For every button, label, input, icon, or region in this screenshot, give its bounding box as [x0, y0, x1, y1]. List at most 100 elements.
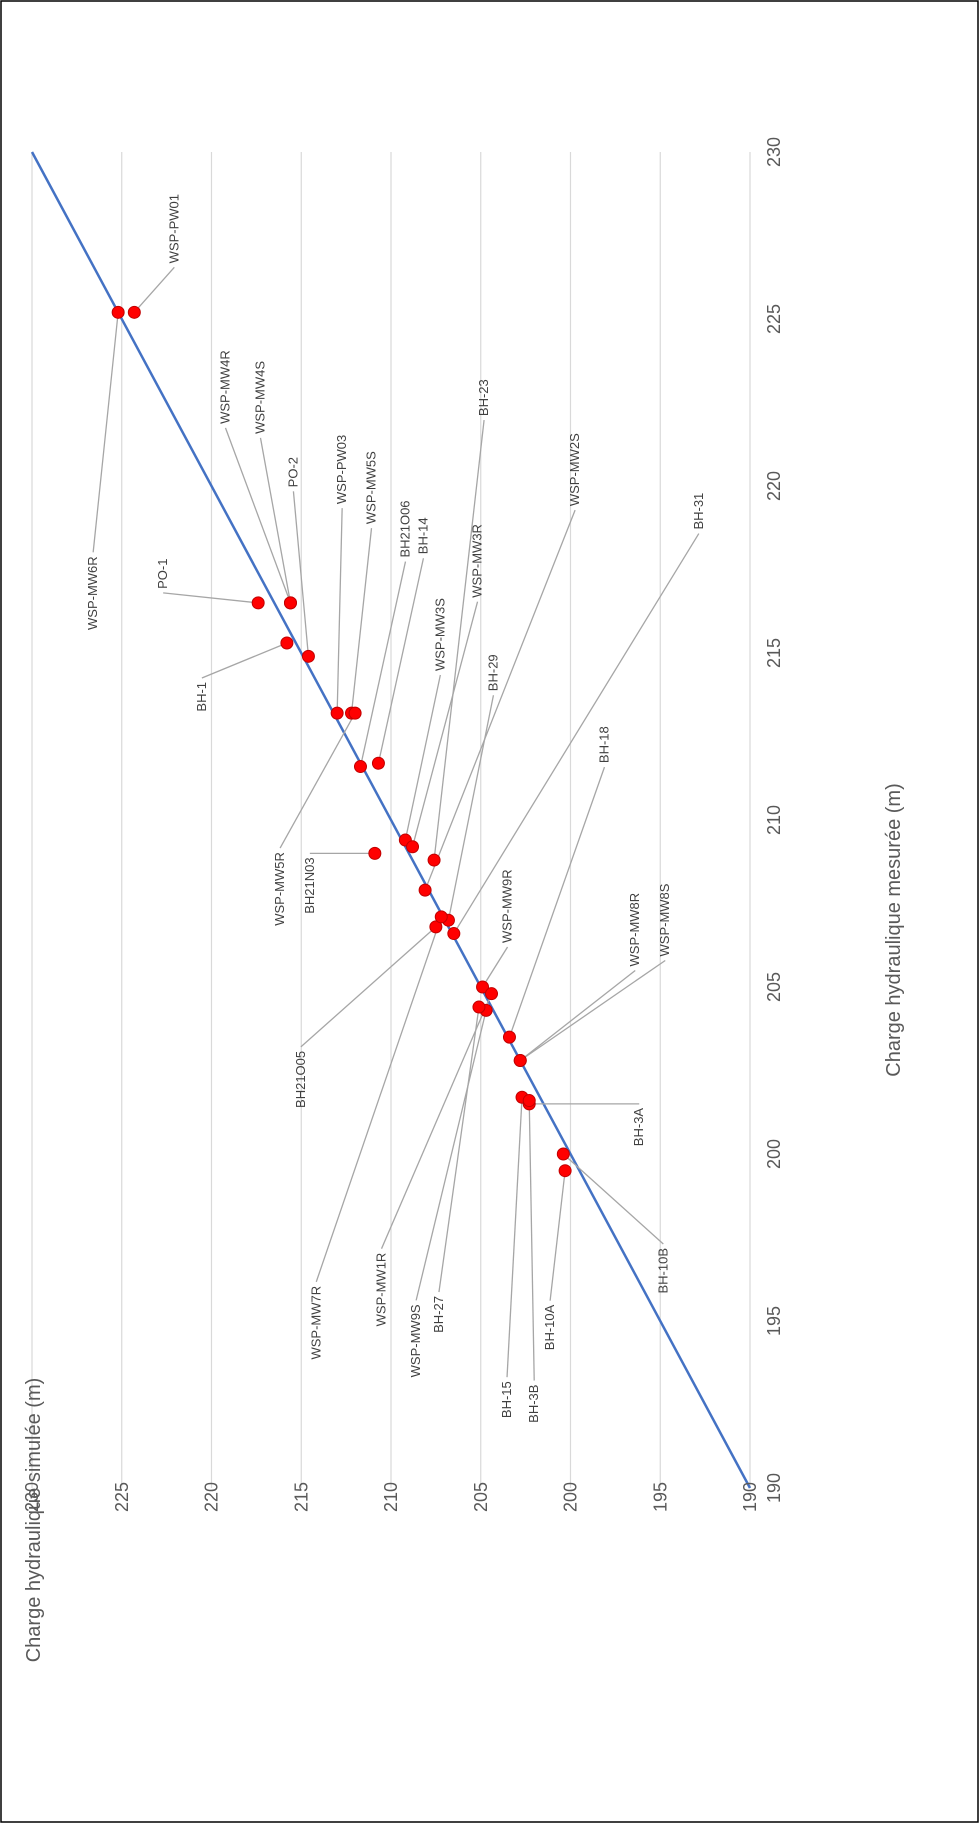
data-point [513, 1053, 527, 1067]
leader-line [133, 266, 175, 313]
leader-line [359, 561, 407, 767]
point-label: WSP-MW5R [272, 852, 287, 926]
data-point [472, 1000, 486, 1014]
leader-line [453, 533, 700, 934]
data-point [556, 1147, 570, 1161]
point-label: WSP-MW9R [500, 869, 515, 943]
y-tick-label: 190 [740, 1482, 760, 1512]
data-point [406, 840, 420, 854]
point-label: WSP-MW3R [470, 524, 485, 598]
leader-line [415, 1010, 487, 1301]
leader-line [433, 420, 485, 861]
x-tick-label: 230 [764, 137, 784, 167]
leader-line [562, 1153, 664, 1245]
data-point [427, 853, 441, 867]
point-label: BH-1 [194, 682, 209, 712]
data-point [111, 305, 125, 319]
data-point [434, 910, 448, 924]
data-point [330, 706, 344, 720]
leader-line [447, 695, 495, 921]
point-label: BH21O05 [293, 1051, 308, 1108]
y-tick-label: 210 [381, 1482, 401, 1512]
point-label: BH-3A [631, 1108, 646, 1147]
point-label: WSP-MW9S [408, 1304, 423, 1377]
x-tick-label: 225 [764, 304, 784, 334]
data-point [485, 987, 499, 1001]
leader-line [92, 312, 119, 553]
point-label: BH-15 [499, 1381, 514, 1418]
point-label: BH-3B [526, 1385, 541, 1423]
point-label: BH-10B [655, 1248, 670, 1294]
leader-line [506, 1097, 523, 1378]
point-label: PO-2 [285, 457, 300, 487]
leader-line [508, 766, 606, 1038]
point-label: WSP-MW6R [85, 556, 100, 630]
leader-line [438, 1006, 480, 1293]
x-tick-label: 220 [764, 471, 784, 501]
data-point [522, 1094, 536, 1108]
data-point [283, 596, 297, 610]
leader-line [259, 437, 292, 604]
point-label: WSP-MW8R [627, 893, 642, 967]
leader-line [350, 528, 373, 714]
point-label: BH-31 [691, 493, 706, 530]
x-axis-ticks: 190 195 200 205 210 215 220 225 230 [764, 137, 784, 1503]
data-point [251, 596, 265, 610]
y-tick-label: 225 [112, 1482, 132, 1512]
leader-line [336, 508, 343, 714]
point-labels: WSP-MW6R WSP-PW01 WSP-MW4R WSP-MW4S PO-1 PO-2… [85, 194, 706, 1423]
data-point [502, 1030, 516, 1044]
y-tick-label: 230 [22, 1482, 42, 1512]
point-label: WSP-MW8S [657, 883, 672, 956]
point-label: BH-27 [431, 1296, 446, 1333]
leader-line [481, 946, 509, 988]
leader-line [201, 642, 288, 679]
point-label: WSP-MW4S [252, 361, 267, 434]
point-label: BH-14 [415, 517, 430, 554]
reference-line-layer [30, 151, 752, 1489]
x-tick-label: 210 [764, 805, 784, 835]
y-axis-ticks: 190 195 200 205 210 215 220 225 230 [22, 1482, 760, 1512]
leader-line [279, 712, 356, 849]
point-label: WSP-MW3S [432, 598, 447, 671]
x-tick-label: 205 [764, 972, 784, 1002]
data-point [353, 760, 367, 774]
one-to-one-line [30, 151, 752, 1489]
point-label: BH21N03 [302, 857, 317, 913]
point-label: WSP-PW03 [334, 435, 349, 504]
x-tick-label: 200 [764, 1139, 784, 1169]
data-point [280, 636, 294, 650]
data-point [476, 980, 490, 994]
data-point [418, 883, 432, 897]
point-label: WSP-MW5S [364, 451, 379, 524]
leader-line [292, 491, 310, 657]
leader-line [315, 916, 442, 1283]
data-point [558, 1164, 572, 1178]
x-tick-label: 215 [764, 638, 784, 668]
leader-lines [92, 266, 700, 1381]
y-tick-label: 220 [202, 1482, 222, 1512]
point-label: WSP-PW01 [166, 194, 181, 263]
data-point [368, 846, 382, 860]
leader-line [528, 1100, 535, 1381]
point-label: BH-23 [476, 379, 491, 416]
point-label: PO-1 [155, 559, 170, 589]
y-tick-label: 200 [561, 1482, 581, 1512]
data-point [371, 756, 385, 770]
leader-line [549, 1170, 566, 1301]
point-label: BH-18 [596, 726, 611, 763]
point-label: BH-29 [485, 654, 500, 691]
point-label: BH21O06 [397, 500, 412, 557]
data-point [127, 305, 141, 319]
leader-line [380, 993, 493, 1249]
y-axis-title: Charge hydraulique simulée (m) [23, 1378, 45, 1663]
leader-line [411, 601, 479, 847]
point-label: WSP-MW7R [308, 1286, 323, 1360]
leader-line [377, 558, 425, 764]
data-point [348, 706, 362, 720]
x-axis-title: Charge hydraulique mesurée (m) [883, 783, 905, 1076]
leader-line [300, 926, 437, 1048]
data-point [429, 920, 443, 934]
